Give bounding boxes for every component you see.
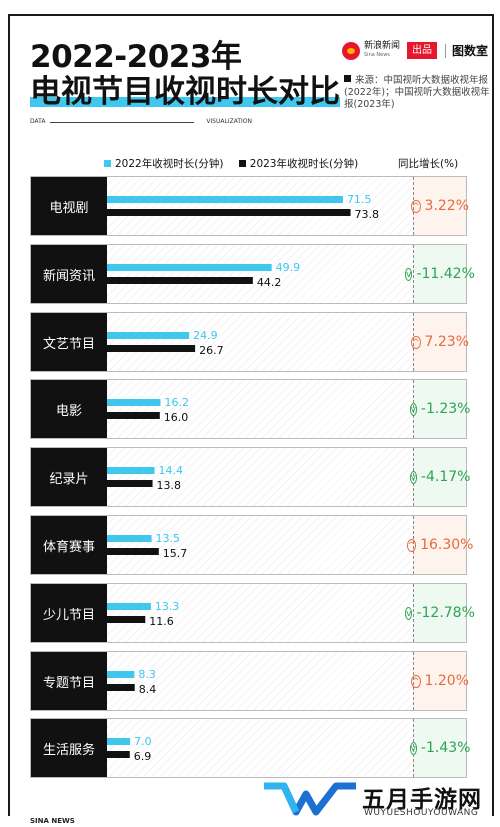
bar-area-background: [107, 177, 413, 235]
sina-logo-icon: [342, 42, 360, 60]
category-background: [31, 584, 107, 642]
growth-value: 7.23%: [424, 334, 470, 350]
category-label: 纪录片: [49, 471, 89, 487]
legend-item-2022: 2022年收视时长(分钟): [104, 156, 223, 171]
growth-cell: ^ 7.23%: [410, 313, 470, 371]
growth-value: -1.43%: [420, 740, 471, 756]
data-rule: [50, 122, 194, 123]
category-label: 体育赛事: [42, 539, 95, 555]
bar-area-background: [107, 313, 413, 371]
arrow-up-circle-icon: ^: [406, 538, 417, 552]
category-label: 专题节目: [42, 675, 95, 691]
category-label: 文艺节目: [42, 336, 95, 352]
category-background: [31, 448, 107, 506]
source-note: 来源：中国视听大数据收视年报(2022年)；中国视听大数据收视年报(2023年): [344, 75, 490, 111]
chart-row: 少儿节目 v -12.78%: [30, 583, 475, 643]
legend-label-2022: 2022年收视时长(分钟): [115, 158, 224, 170]
growth-cell: v -1.43%: [409, 719, 470, 777]
growth-value: 16.30%: [420, 537, 474, 553]
category-background: [31, 652, 107, 710]
category-background: [31, 380, 107, 438]
chart-row: 电视剧 ^ 3.22%: [30, 176, 470, 236]
legend-label-2023: 2023年收视时长(分钟): [249, 158, 359, 170]
watermark: 五月手游网 WUYUESHOUYOUWANG: [262, 778, 494, 826]
arrow-up-circle-icon: ^: [410, 199, 421, 213]
chart-legend: 2022年收视时长(分钟) 2023年收视时长(分钟): [104, 156, 370, 171]
category-background: [31, 177, 107, 235]
category-background: [31, 313, 107, 371]
growth-cell: ^ 16.30%: [406, 516, 473, 574]
category-background: [31, 719, 107, 777]
chart-row: 体育赛事 ^ 16.30%: [30, 515, 473, 575]
title-line-2: 电视节目收视时长对比: [30, 75, 340, 109]
chart-row: 新闻资讯 v -11.42%: [30, 244, 475, 304]
growth-cell: ^ 3.22%: [410, 177, 470, 235]
category-background: [31, 516, 107, 574]
watermark-cn: 五月手游网: [362, 787, 482, 813]
growth-value: -11.42%: [416, 266, 475, 282]
title-line-1: 2022-2023年: [30, 39, 242, 75]
footer-label: SINA NEWS: [30, 817, 75, 825]
brand-block: 新浪新闻 Sina News 出品 图数室: [342, 40, 490, 62]
bar-area-background: [107, 380, 413, 438]
category-label: 电视剧: [49, 200, 89, 216]
category-label: 电影: [55, 403, 82, 419]
arrow-down-circle-icon: v: [409, 470, 417, 484]
growth-value: -1.23%: [420, 401, 471, 417]
growth-header: 同比增长(%): [398, 158, 459, 170]
growth-value: 1.20%: [424, 673, 470, 689]
brand-sina: 新浪新闻: [364, 41, 401, 51]
arrow-down-circle-icon: v: [405, 606, 413, 620]
brand-produced: 出品: [407, 42, 437, 59]
bar-area-background: [107, 719, 413, 777]
arrow-up-circle-icon: ^: [410, 335, 421, 349]
title-highlight: [30, 97, 340, 107]
category-background: [31, 245, 107, 303]
source-text: 来源：中国视听大数据收视年报(2022年)；中国视听大数据收视年报(2023年): [344, 75, 490, 110]
legend-swatch-2022: [104, 160, 111, 167]
arrow-down-circle-icon: v: [405, 267, 413, 281]
category-label: 新闻资讯: [42, 268, 95, 284]
title-line-2-text: 电视节目收视时长对比: [30, 74, 340, 110]
bar-area-background: [107, 584, 413, 642]
legend-swatch-2023: [238, 160, 246, 167]
bar-area-background: [107, 516, 413, 574]
bar-area-background: [107, 652, 413, 710]
arrow-down-circle-icon: v: [409, 402, 417, 416]
growth-cell: v -11.42%: [405, 245, 475, 303]
chart-row: 专题节目 ^ 1.20%: [30, 651, 470, 711]
chart-row: 文艺节目 ^ 7.23%: [30, 312, 470, 372]
category-label: 生活服务: [42, 742, 95, 758]
arrow-up-circle-icon: ^: [410, 674, 421, 688]
source-square-icon: [344, 75, 351, 82]
growth-cell: v -4.17%: [409, 448, 470, 506]
data-label: DATA: [30, 118, 46, 125]
chart-row: 纪录片 v -4.17%: [30, 447, 470, 507]
growth-value: -4.17%: [420, 469, 471, 485]
growth-cell: ^ 1.20%: [410, 652, 470, 710]
page-frame: [8, 14, 494, 816]
bar-area-background: [107, 448, 413, 506]
legend-item-2023: 2023年收视时长(分钟): [238, 156, 359, 171]
brand-separator: [445, 44, 446, 58]
growth-value: -12.78%: [416, 605, 475, 621]
growth-value: 3.22%: [424, 198, 470, 214]
growth-cell: v -1.23%: [409, 380, 470, 438]
brand-sina-en: Sina News: [364, 52, 390, 58]
arrow-down-circle-icon: v: [409, 741, 417, 755]
category-label: 少儿节目: [42, 607, 95, 623]
watermark-en: WUYUESHOUYOUWANG: [364, 808, 479, 818]
brand-tu: 图数室: [452, 44, 489, 58]
chart-row: 电影 v -1.23%: [30, 379, 470, 439]
visualization-label: VISUALIZATION: [206, 118, 252, 125]
data-visualization-line: DATA VISUALIZATION: [30, 118, 252, 128]
bar-area-background: [107, 245, 413, 303]
chart-row: 生活服务 v -1.43%: [30, 718, 470, 778]
growth-cell: v -12.78%: [405, 584, 475, 642]
watermark-logo-icon: [264, 782, 356, 816]
